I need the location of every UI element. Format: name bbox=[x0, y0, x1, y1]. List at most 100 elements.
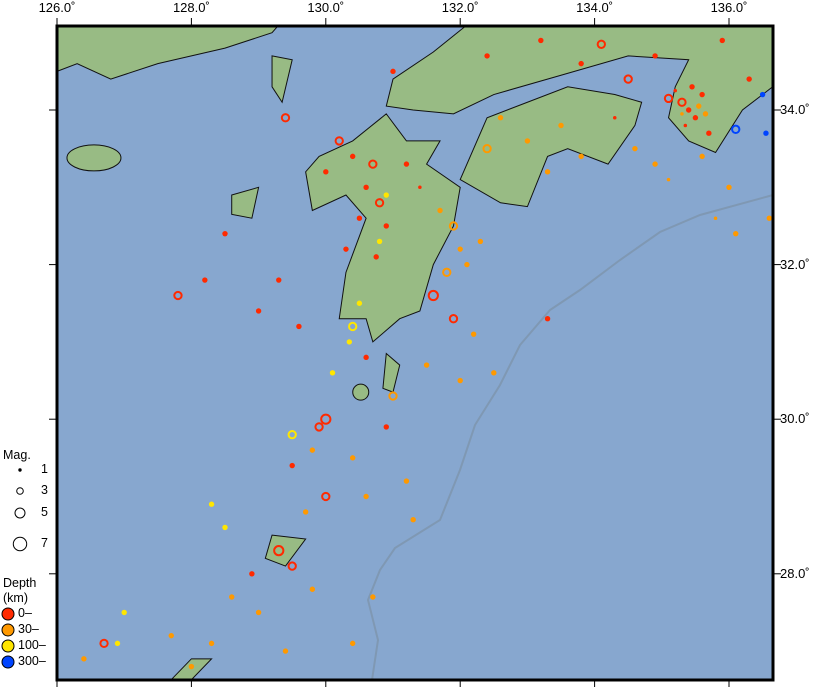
earthquake-event bbox=[287, 561, 297, 571]
earthquake-event bbox=[208, 501, 215, 507]
mag-legend-symbol bbox=[18, 468, 22, 472]
sea bbox=[57, 26, 773, 680]
land-korea bbox=[56, 24, 280, 80]
earthquake-event bbox=[370, 594, 376, 600]
earthquake-event bbox=[255, 308, 262, 314]
mag-legend-label: 7 bbox=[41, 536, 48, 550]
lon-label: 128.0˚ bbox=[172, 0, 210, 15]
mag-legend-label: 1 bbox=[41, 462, 48, 476]
earthquake-event bbox=[173, 290, 183, 301]
earthquake-event bbox=[683, 123, 688, 128]
earthquake-event bbox=[114, 640, 121, 647]
earthquake-event bbox=[202, 277, 208, 283]
earthquake-event bbox=[538, 37, 544, 44]
earthquake-event bbox=[652, 53, 658, 59]
earthquake-event bbox=[376, 238, 383, 245]
depth-legend-symbol bbox=[1, 639, 15, 653]
earthquake-event bbox=[309, 447, 316, 453]
land-jeju bbox=[66, 144, 122, 172]
land-tsushima bbox=[271, 55, 293, 104]
earthquake-event bbox=[448, 221, 459, 231]
lat-label: 28.0˚ bbox=[780, 565, 810, 581]
earthquake-event bbox=[544, 169, 551, 175]
earthquake-event bbox=[302, 509, 309, 515]
earthquake-event bbox=[383, 192, 389, 198]
earthquake-event bbox=[403, 161, 410, 167]
earthquake-event bbox=[349, 153, 356, 160]
earthquake-event bbox=[348, 321, 358, 332]
earthquake-event bbox=[314, 422, 324, 432]
depth-legend-unit: (km) bbox=[3, 591, 28, 605]
earthquake-event bbox=[746, 76, 752, 82]
earthquake-event bbox=[121, 609, 127, 616]
land-honshu bbox=[385, 24, 774, 154]
earthquake-event bbox=[524, 138, 531, 144]
earthquake-event bbox=[544, 316, 551, 322]
earthquake-event bbox=[99, 638, 109, 649]
depth-legend-label: 300– bbox=[18, 654, 46, 668]
earthquake-event bbox=[663, 93, 674, 104]
depth-legend-symbol bbox=[1, 607, 15, 621]
trench-line bbox=[366, 194, 774, 681]
earthquake-event bbox=[613, 115, 617, 120]
earthquake-event bbox=[222, 230, 228, 237]
map-frame bbox=[55, 24, 775, 682]
earthquake-event bbox=[733, 230, 739, 237]
mag-legend-title: Mag. bbox=[3, 448, 31, 462]
earthquake-event bbox=[320, 413, 332, 425]
earthquake-event bbox=[623, 74, 633, 84]
earthquake-event bbox=[321, 491, 331, 502]
earthquake-event bbox=[470, 331, 477, 337]
earthquake-event bbox=[457, 377, 463, 384]
earthquake-event bbox=[276, 277, 282, 283]
earthquake-event bbox=[702, 111, 709, 117]
earthquake-event bbox=[296, 323, 302, 330]
earthquake-event bbox=[423, 362, 430, 368]
lon-label: 130.0˚ bbox=[307, 0, 345, 15]
earthquake-event bbox=[323, 169, 329, 175]
earthquake-event bbox=[699, 153, 705, 160]
earthquake-event bbox=[484, 53, 490, 59]
earthquake-event bbox=[363, 493, 369, 500]
earthquake-event bbox=[363, 354, 369, 361]
land-amami bbox=[264, 534, 307, 567]
earthquake-event bbox=[229, 594, 235, 600]
earthquake-event bbox=[334, 136, 344, 146]
earthquake-event bbox=[699, 91, 705, 98]
depth-legend-symbol bbox=[1, 623, 15, 637]
earthquake-event bbox=[208, 640, 215, 647]
earthquake-event bbox=[249, 571, 255, 577]
earthquake-event bbox=[685, 107, 692, 113]
earthquake-event bbox=[309, 586, 316, 592]
earthquake-event bbox=[491, 370, 497, 376]
landmasses bbox=[56, 24, 774, 681]
earthquake-event bbox=[464, 261, 470, 268]
earthquake-event bbox=[255, 609, 262, 616]
earthquake-event bbox=[596, 39, 606, 49]
earthquake-event bbox=[578, 153, 584, 160]
earthquake-event bbox=[356, 215, 363, 221]
mag-legend-symbol bbox=[12, 536, 28, 552]
earthquake-event bbox=[373, 254, 379, 260]
mag-legend-symbol bbox=[16, 487, 24, 495]
depth-legend-title: Depth bbox=[3, 576, 37, 590]
earthquake-event bbox=[666, 177, 671, 182]
earthquake-event bbox=[713, 216, 718, 220]
earthquake-event bbox=[280, 113, 291, 123]
earthquake-event bbox=[427, 289, 439, 302]
earthquake-event bbox=[343, 246, 349, 252]
earthquake-event bbox=[759, 91, 766, 98]
earthquake-event bbox=[482, 144, 492, 154]
earthquake-event bbox=[677, 97, 687, 107]
mag-legend-label: 5 bbox=[41, 505, 48, 519]
earthquake-event bbox=[349, 455, 356, 461]
mag-legend-symbol bbox=[14, 507, 26, 519]
lon-label: 134.0˚ bbox=[576, 0, 614, 15]
earthquake-event bbox=[289, 462, 295, 469]
earthquake-event bbox=[383, 223, 389, 229]
lon-label: 136.0˚ bbox=[710, 0, 748, 15]
earthquake-event bbox=[719, 37, 725, 44]
earthquake-event bbox=[632, 145, 638, 152]
earthquake-event bbox=[696, 103, 702, 109]
